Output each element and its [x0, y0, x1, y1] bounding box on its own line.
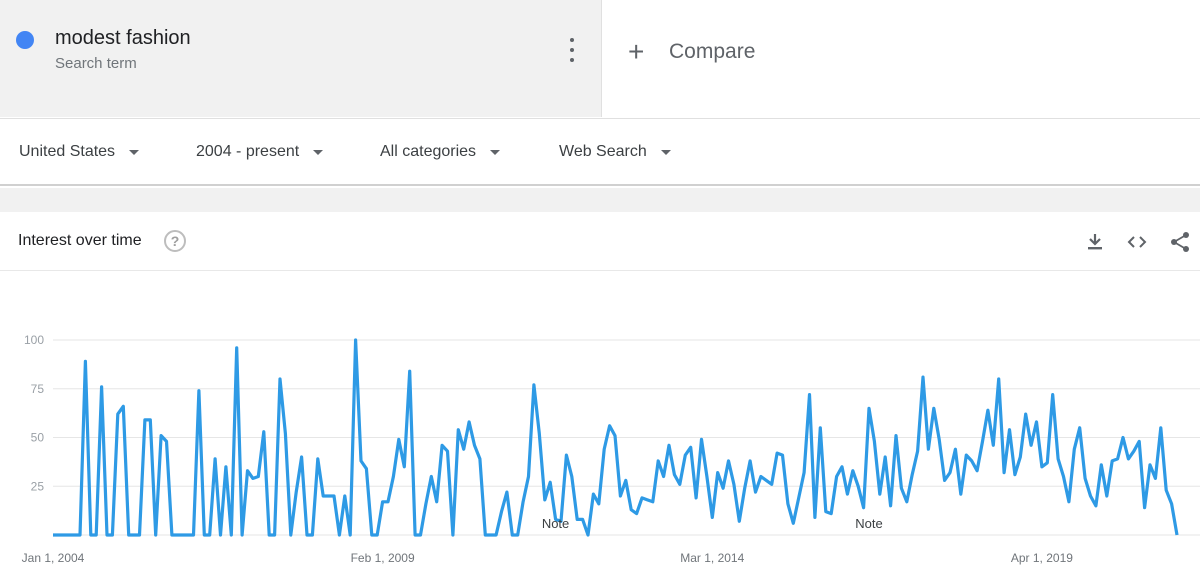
note-annotation: Note: [542, 516, 569, 531]
compare-button[interactable]: + Compare: [628, 38, 755, 66]
category-filter-label: All categories: [380, 143, 477, 160]
series-line: [53, 338, 1179, 537]
x-tick-label: Apr 1, 2019: [1011, 551, 1073, 565]
filter-bar: United States 2004 - present All categor…: [0, 118, 1200, 186]
interest-over-time-card: Interest over time ? 25 50 75 100 Jan 1, 200…: [0, 212, 1200, 571]
y-tick-label: 75: [31, 382, 45, 396]
time-range-filter[interactable]: 2004 - present: [196, 143, 324, 161]
dropdown-caret-icon: [490, 149, 501, 155]
x-tick-label: Jan 1, 2004: [22, 551, 85, 565]
y-tick-label: 50: [31, 431, 45, 445]
time-range-filter-label: 2004 - present: [196, 143, 300, 160]
search-type-filter[interactable]: Web Search: [559, 143, 671, 161]
search-term-subtitle: Search term: [55, 55, 137, 72]
download-icon[interactable]: [1083, 230, 1107, 254]
share-icon[interactable]: [1168, 230, 1192, 254]
line-chart: 25 50 75 100 Jan 1, 2004 Feb 1, 2009 Mar 1, 20…: [22, 333, 1200, 565]
region-filter[interactable]: United States: [19, 143, 140, 161]
x-tick-label: Mar 1, 2014: [680, 551, 744, 565]
section-divider: [0, 188, 1200, 212]
interest-over-time-header: Interest over time ?: [0, 212, 1200, 271]
search-term-bar: modest fashion Search term + Compare: [0, 0, 1200, 117]
dropdown-caret-icon: [129, 149, 140, 155]
search-type-filter-label: Web Search: [559, 143, 647, 160]
interest-over-time-title: Interest over time: [18, 232, 142, 249]
region-filter-label: United States: [19, 143, 116, 160]
search-term-card[interactable]: modest fashion Search term: [0, 0, 602, 117]
note-annotation: Note: [855, 516, 882, 531]
search-term-name[interactable]: modest fashion: [55, 27, 191, 49]
dropdown-caret-icon: [660, 149, 671, 155]
embed-code-icon[interactable]: [1125, 230, 1149, 254]
x-tick-label: Feb 1, 2009: [351, 551, 415, 565]
help-circle-icon[interactable]: ?: [164, 230, 186, 252]
y-tick-label: 25: [31, 479, 45, 493]
category-filter[interactable]: All categories: [380, 143, 501, 161]
series-color-dot: [16, 31, 34, 49]
plus-icon: +: [628, 36, 645, 67]
dropdown-caret-icon: [313, 149, 324, 155]
more-vert-icon[interactable]: [562, 38, 582, 62]
y-tick-label: 100: [24, 333, 44, 347]
compare-label: Compare: [669, 40, 756, 63]
interest-over-time-chart: 25 50 75 100 Jan 1, 2004 Feb 1, 2009 Mar 1, 20…: [0, 272, 1200, 571]
